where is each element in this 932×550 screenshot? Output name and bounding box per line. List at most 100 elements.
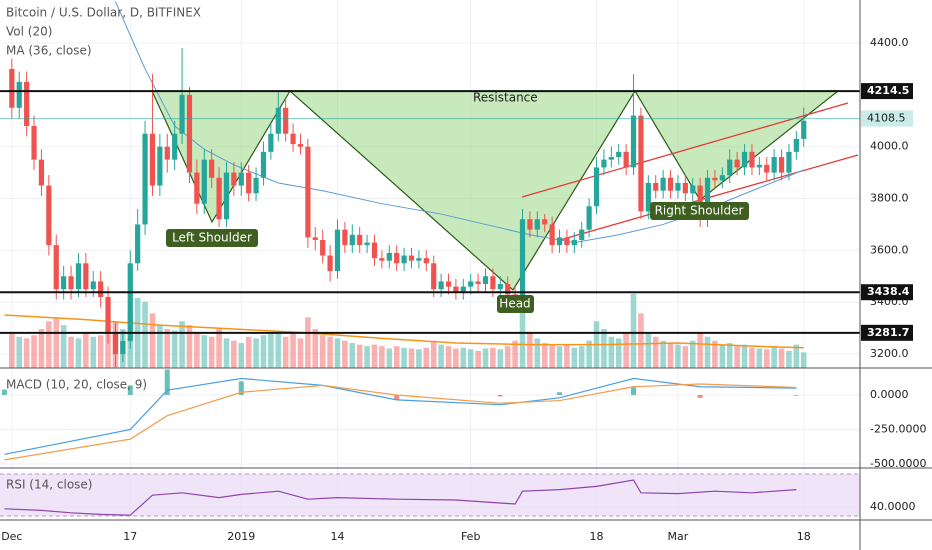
candle-body	[275, 107, 281, 134]
candle-body	[327, 255, 333, 272]
candle-body	[164, 146, 170, 160]
volume-bar	[75, 338, 82, 368]
candle-body	[786, 151, 792, 173]
y-tick-label: 3800.0	[870, 192, 909, 205]
candle-body	[157, 146, 163, 186]
volume-bar	[416, 349, 422, 368]
level-label-box	[861, 324, 913, 341]
candle-body	[342, 229, 348, 246]
volume-bar	[90, 336, 97, 368]
volume-bar	[689, 340, 696, 368]
x-tick-label: Mar	[668, 530, 689, 543]
volume-bar	[608, 336, 615, 368]
volume-bar	[771, 346, 777, 368]
candle-body	[90, 281, 96, 290]
candle-body	[468, 281, 474, 287]
volume-bar	[231, 340, 237, 368]
volume-bar	[408, 348, 415, 368]
volume-bar	[16, 336, 23, 368]
volume-bar	[586, 340, 592, 368]
volume-bar	[386, 348, 393, 368]
volume-bar	[31, 335, 37, 368]
candle-body	[586, 206, 592, 230]
candle-body	[667, 177, 674, 191]
candle-body	[497, 284, 503, 290]
candle-body	[112, 333, 119, 355]
volume-bar	[504, 346, 511, 368]
candle-body	[645, 182, 651, 212]
volume-bar	[53, 317, 60, 368]
candle-body	[283, 107, 289, 134]
volume-bar	[741, 344, 748, 368]
volume-bar	[497, 349, 504, 368]
price-layer	[0, 1, 860, 367]
volume-bar	[260, 335, 267, 368]
volume-bar	[630, 293, 637, 368]
candle-body	[312, 237, 318, 240]
candle-body	[68, 276, 74, 290]
last-price-box	[861, 110, 913, 127]
candle-body	[53, 245, 59, 290]
candle-body	[527, 219, 533, 230]
volume-bar	[786, 350, 792, 368]
volume-bar	[9, 332, 15, 368]
rsi-layer	[4, 479, 797, 516]
volume-bar	[83, 332, 89, 368]
volume-bar	[60, 325, 67, 368]
level-label: 3281.7	[867, 326, 909, 339]
candle-body	[408, 255, 415, 261]
volume-bar	[223, 338, 230, 368]
volume-bar	[519, 305, 526, 368]
candle-body	[660, 177, 666, 191]
y-tick-label: -500.0000	[870, 457, 926, 470]
candle-body	[556, 237, 563, 246]
volume-bar	[305, 317, 311, 368]
candle-body	[386, 252, 392, 261]
volume-bar	[208, 336, 215, 368]
x-tick-label: 14	[330, 530, 344, 543]
candle-body	[690, 185, 696, 194]
volume-bar	[534, 338, 541, 368]
candle-body	[253, 177, 259, 194]
candle-body	[238, 172, 244, 186]
candle-body	[764, 164, 770, 173]
volume-bar	[23, 338, 30, 368]
candle-body	[579, 229, 585, 240]
candle-body	[719, 175, 725, 181]
candle-body	[83, 263, 89, 290]
volume-bar	[645, 332, 652, 368]
y-tick-label: 0.0000	[870, 388, 909, 401]
candle-body	[741, 151, 748, 168]
candle-body	[142, 133, 148, 225]
y-tick-label: -250.0000	[870, 423, 926, 436]
volume-bar	[660, 340, 666, 368]
volume-bar	[763, 349, 770, 368]
volume-bar	[564, 344, 570, 368]
candle-body	[727, 159, 733, 176]
volume-bar	[371, 344, 378, 368]
candle-body	[475, 281, 481, 285]
volume-bar	[164, 329, 171, 368]
candle-body	[801, 120, 807, 139]
volume-bar	[97, 335, 104, 368]
volume-bar	[615, 338, 622, 368]
level-label: 3438.4	[867, 285, 910, 298]
signal-line	[4, 383, 797, 461]
candle-body	[445, 281, 452, 287]
candle-body	[379, 258, 385, 261]
candle-body	[186, 94, 193, 173]
volume-bar	[490, 347, 496, 368]
volume-bar	[601, 329, 607, 368]
volume-bar	[282, 336, 289, 368]
candle-body	[453, 286, 459, 292]
rsi-band	[0, 474, 860, 516]
volume-bar	[290, 332, 296, 368]
level-label-box	[861, 284, 913, 301]
legend-entry: MA (36, close)	[6, 44, 92, 58]
candle-body	[534, 219, 540, 230]
candle-body	[179, 94, 185, 134]
candle-body	[364, 242, 370, 246]
volume-bar	[445, 346, 452, 368]
candle-body	[223, 172, 230, 220]
legend-entry: Vol (20)	[6, 25, 52, 39]
